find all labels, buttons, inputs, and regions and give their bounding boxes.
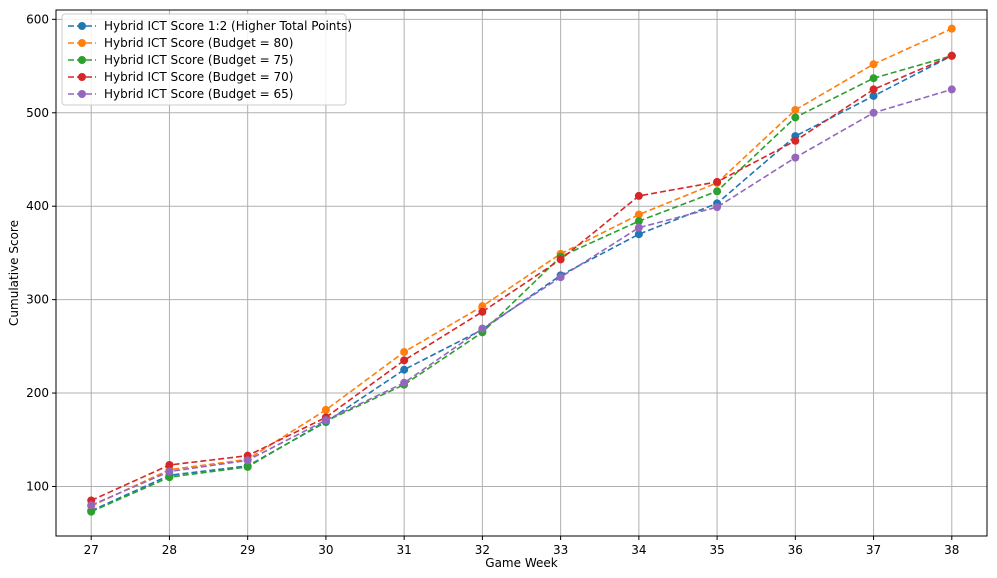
data-point	[400, 347, 409, 356]
data-point	[400, 378, 409, 387]
y-tick-label: 400	[26, 199, 49, 213]
data-point	[478, 307, 487, 316]
series-line	[90, 55, 953, 512]
x-axis-ticks: 27 28 29 30 31 32 33 34 35 36 37 38	[84, 536, 959, 557]
x-tick-label: 36	[788, 543, 803, 557]
legend-label: Hybrid ICT Score (Budget = 65)	[104, 87, 293, 101]
data-point	[556, 255, 565, 264]
data-point	[869, 60, 878, 69]
data-point	[634, 210, 643, 219]
y-tick-label: 600	[26, 12, 49, 26]
series-5	[87, 85, 956, 510]
data-point	[947, 51, 956, 60]
data-point	[791, 105, 800, 114]
data-point	[713, 203, 722, 212]
y-tick-label: 100	[26, 479, 49, 493]
data-point	[634, 223, 643, 232]
data-point	[791, 113, 800, 122]
data-point	[556, 273, 565, 282]
x-tick-label: 30	[318, 543, 333, 557]
data-point	[478, 302, 487, 311]
legend-item: Hybrid ICT Score (Budget = 70)	[68, 70, 293, 84]
data-point	[165, 467, 174, 476]
series-line	[90, 55, 953, 513]
data-point	[165, 473, 174, 482]
legend-label: Hybrid ICT Score (Budget = 75)	[104, 53, 293, 67]
data-point	[165, 460, 174, 469]
legend-box	[61, 13, 347, 106]
data-point	[400, 356, 409, 365]
data-point	[243, 462, 252, 471]
legend: Hybrid ICT Score 1:2 (Higher Total Point…	[61, 13, 352, 106]
plot-frame	[55, 9, 988, 537]
data-point	[634, 230, 643, 239]
x-tick-label: 27	[84, 543, 99, 557]
series-line	[90, 88, 953, 506]
data-point	[87, 501, 96, 510]
x-tick-label: 37	[866, 543, 881, 557]
series-line	[90, 55, 953, 502]
legend-label: Hybrid ICT Score (Budget = 80)	[104, 36, 293, 50]
x-tick-label: 29	[240, 543, 255, 557]
data-point	[947, 24, 956, 33]
series-layer	[87, 24, 956, 516]
data-point	[791, 153, 800, 162]
legend-swatch-marker	[78, 22, 86, 30]
data-point	[869, 91, 878, 100]
data-point	[87, 507, 96, 516]
x-axis-label: Game Week	[485, 556, 557, 570]
x-tick-label: 35	[709, 543, 724, 557]
data-point	[400, 365, 409, 374]
data-point	[791, 136, 800, 145]
legend-swatch-marker	[78, 56, 86, 64]
legend-swatch-marker	[78, 39, 86, 47]
x-tick-label: 32	[475, 543, 490, 557]
x-tick-label: 38	[944, 543, 959, 557]
legend-item: Hybrid ICT Score 1:2 (Higher Total Point…	[68, 19, 352, 33]
legend-swatch-marker	[78, 90, 86, 98]
x-tick-label: 33	[553, 543, 568, 557]
data-point	[869, 85, 878, 94]
legend-label: Hybrid ICT Score (Budget = 70)	[104, 70, 293, 84]
data-point	[478, 324, 487, 333]
data-point	[634, 217, 643, 226]
x-tick-label: 31	[397, 543, 412, 557]
legend-swatch-marker	[78, 73, 86, 81]
data-point	[713, 177, 722, 186]
y-tick-label: 500	[26, 106, 49, 120]
legend-item: Hybrid ICT Score (Budget = 80)	[68, 36, 293, 50]
legend-item: Hybrid ICT Score (Budget = 75)	[68, 53, 293, 67]
y-tick-label: 200	[26, 386, 49, 400]
data-point	[634, 191, 643, 200]
legend-item: Hybrid ICT Score (Budget = 65)	[68, 87, 293, 101]
x-tick-label: 28	[162, 543, 177, 557]
data-point	[947, 85, 956, 94]
data-point	[869, 74, 878, 83]
x-tick-label: 34	[631, 543, 646, 557]
data-point	[713, 187, 722, 196]
data-point	[321, 416, 330, 425]
data-point	[869, 108, 878, 117]
series-line	[90, 27, 953, 507]
y-axis-label: Cumulative Score	[7, 220, 21, 326]
y-axis-ticks: 100 200 300 400 500 600	[26, 12, 56, 493]
data-point	[243, 456, 252, 465]
legend-label: Hybrid ICT Score 1:2 (Higher Total Point…	[104, 19, 352, 33]
y-tick-label: 300	[26, 293, 49, 307]
data-point	[321, 405, 330, 414]
